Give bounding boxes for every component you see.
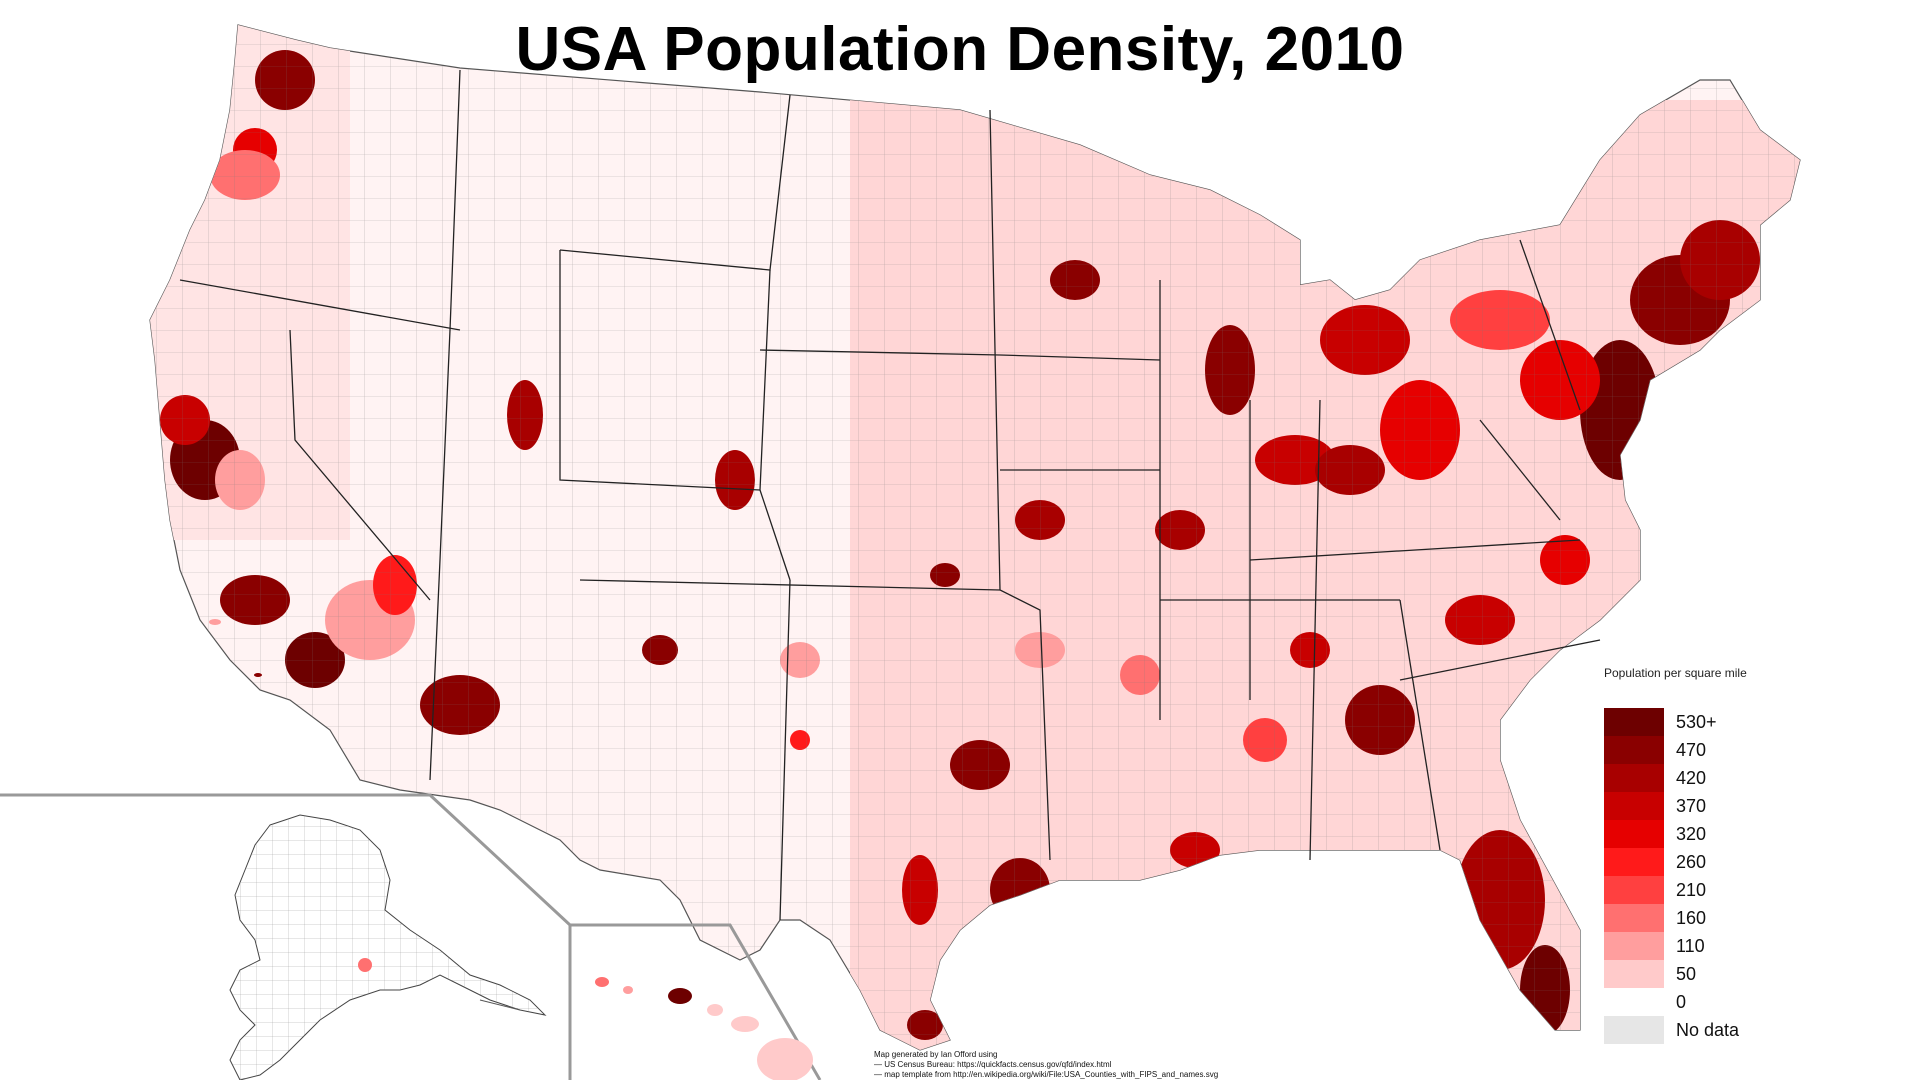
legend-swatch bbox=[1604, 820, 1664, 848]
legend-label: 370 bbox=[1676, 795, 1707, 816]
legend-item: No data bbox=[1604, 1016, 1844, 1044]
map-title: USA Population Density, 2010 bbox=[515, 15, 1405, 84]
legend-label: 50 bbox=[1676, 963, 1697, 984]
legend-label: 0 bbox=[1676, 991, 1687, 1012]
legend-item: 0 bbox=[1604, 988, 1844, 1016]
legend: Population per square mile 530+ 470 420 370… bbox=[1604, 666, 1844, 1044]
legend-item: 470 bbox=[1604, 736, 1844, 764]
legend-swatch bbox=[1604, 848, 1664, 876]
legend-item: 530+ bbox=[1604, 708, 1844, 736]
legend-swatch bbox=[1604, 764, 1664, 792]
credit-line: Map generated by Ian Offord using bbox=[874, 1050, 998, 1059]
legend-title: Population per square mile bbox=[1604, 666, 1747, 680]
state-borders bbox=[179, 69, 1601, 921]
legend-label: 110 bbox=[1676, 935, 1705, 956]
legend-swatch bbox=[1604, 736, 1664, 764]
legend-label: 210 bbox=[1676, 879, 1707, 900]
legend-label: 470 bbox=[1676, 739, 1707, 760]
credit-line: — US Census Bureau: https://quickfacts.c… bbox=[874, 1060, 1112, 1069]
legend-item: 50 bbox=[1604, 960, 1844, 988]
legend-swatch bbox=[1604, 988, 1664, 1016]
legend-label: 420 bbox=[1676, 767, 1707, 788]
legend-swatch bbox=[1604, 708, 1664, 736]
legend-label: 320 bbox=[1676, 823, 1707, 844]
legend-label: 260 bbox=[1676, 851, 1707, 872]
credit-line: — map template from http://en.wikipedia.… bbox=[874, 1070, 1219, 1079]
inset-frames bbox=[0, 793, 822, 1080]
legend-item: 110 bbox=[1604, 932, 1844, 960]
legend-rows: 530+ 470 420 370 320 260 210 160 110 50 0 No data bbox=[1604, 708, 1844, 1044]
legend-item: 160 bbox=[1604, 904, 1844, 932]
legend-item: 370 bbox=[1604, 792, 1844, 820]
legend-item: 210 bbox=[1604, 876, 1844, 904]
legend-swatch bbox=[1604, 932, 1664, 960]
map-credits: Map generated by Ian Offord using — US C… bbox=[874, 1050, 1218, 1080]
legend-swatch bbox=[1604, 1016, 1664, 1044]
legend-label: 160 bbox=[1676, 907, 1707, 928]
legend-label: 530+ bbox=[1676, 711, 1717, 732]
legend-swatch bbox=[1604, 960, 1664, 988]
legend-swatch bbox=[1604, 876, 1664, 904]
alaska-inset bbox=[229, 814, 547, 1080]
legend-item: 420 bbox=[1604, 764, 1844, 792]
legend-swatch bbox=[1604, 904, 1664, 932]
legend-label: No data bbox=[1676, 1019, 1740, 1040]
legend-item: 320 bbox=[1604, 820, 1844, 848]
legend-swatch bbox=[1604, 792, 1664, 820]
legend-item: 260 bbox=[1604, 848, 1844, 876]
contiguous-us bbox=[149, 24, 1801, 1051]
hawaii-inset bbox=[595, 977, 813, 1080]
